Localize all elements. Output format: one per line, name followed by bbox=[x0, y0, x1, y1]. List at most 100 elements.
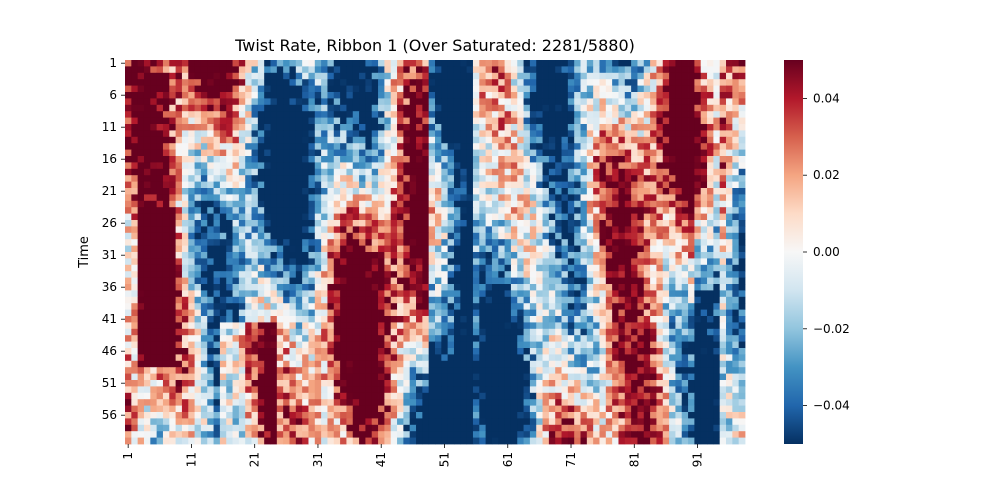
heatmap-cell bbox=[327, 79, 335, 86]
heatmap-cell bbox=[650, 60, 657, 67]
heatmap-cell bbox=[593, 360, 600, 368]
heatmap-cell bbox=[384, 232, 392, 240]
heatmap-cell bbox=[302, 277, 309, 285]
heatmap-cell bbox=[637, 92, 645, 99]
heatmap-cell bbox=[150, 168, 158, 176]
heatmap-cell bbox=[200, 380, 208, 387]
heatmap-cell bbox=[498, 316, 505, 323]
heatmap-cell bbox=[517, 252, 524, 259]
heatmap-cell bbox=[308, 162, 316, 170]
heatmap-cell bbox=[327, 258, 335, 266]
heatmap-cell bbox=[422, 220, 430, 227]
heatmap-cell bbox=[352, 360, 360, 368]
heatmap-cell bbox=[574, 130, 581, 138]
heatmap-cell bbox=[125, 130, 132, 138]
heatmap-cell bbox=[688, 149, 695, 157]
heatmap-cell bbox=[150, 380, 158, 387]
heatmap-cell bbox=[605, 348, 613, 355]
heatmap-cell bbox=[359, 149, 366, 157]
heatmap-cell bbox=[371, 380, 379, 387]
heatmap-cell bbox=[510, 316, 518, 323]
heatmap-cell bbox=[726, 181, 733, 189]
heatmap-cell bbox=[137, 213, 145, 221]
heatmap-cell bbox=[257, 232, 265, 240]
heatmap-cell bbox=[529, 296, 537, 304]
heatmap-cell bbox=[580, 284, 588, 291]
heatmap-cell bbox=[618, 335, 626, 342]
heatmap-cell bbox=[200, 162, 208, 170]
heatmap-cell bbox=[245, 188, 252, 195]
heatmap-cell bbox=[510, 168, 518, 176]
heatmap-cell bbox=[719, 226, 727, 234]
heatmap-cell bbox=[295, 264, 303, 272]
heatmap-cell bbox=[219, 258, 227, 266]
heatmap-cell bbox=[441, 290, 449, 298]
heatmap-cell bbox=[137, 162, 145, 170]
heatmap-cell bbox=[536, 271, 543, 278]
heatmap-cell bbox=[416, 271, 423, 278]
heatmap-cell bbox=[403, 316, 411, 323]
heatmap-cell bbox=[194, 328, 202, 336]
heatmap-cell bbox=[650, 156, 657, 163]
heatmap-cell bbox=[510, 104, 518, 112]
heatmap-cell bbox=[498, 213, 505, 221]
heatmap-cell bbox=[517, 296, 524, 304]
heatmap-cell bbox=[365, 124, 373, 131]
heatmap-cell bbox=[694, 316, 702, 323]
heatmap-cell bbox=[295, 341, 303, 349]
heatmap-cell bbox=[321, 335, 328, 342]
heatmap-cell bbox=[624, 380, 632, 387]
heatmap-cell bbox=[251, 380, 259, 387]
heatmap-cell bbox=[143, 277, 151, 285]
heatmap-cell bbox=[245, 220, 252, 227]
heatmap-cell bbox=[561, 322, 569, 330]
heatmap-cell bbox=[397, 252, 404, 259]
heatmap-cell bbox=[289, 168, 297, 176]
heatmap-cell bbox=[435, 284, 442, 291]
heatmap-cell bbox=[207, 252, 214, 259]
heatmap-cell bbox=[428, 111, 436, 118]
heatmap-cell bbox=[390, 117, 398, 125]
heatmap-cell bbox=[194, 156, 202, 163]
heatmap-cell bbox=[346, 258, 354, 266]
heatmap-cell bbox=[327, 72, 335, 80]
heatmap-cell bbox=[257, 309, 265, 317]
heatmap-cell bbox=[365, 149, 373, 157]
heatmap-cell bbox=[510, 188, 518, 195]
heatmap-cell bbox=[384, 92, 392, 99]
heatmap-cell bbox=[542, 66, 550, 74]
heatmap-cell bbox=[371, 341, 379, 349]
heatmap-cell bbox=[245, 130, 252, 138]
heatmap-cell bbox=[175, 271, 183, 278]
heatmap-cell bbox=[631, 162, 638, 170]
heatmap-cell bbox=[447, 149, 455, 157]
heatmap-cell bbox=[567, 85, 575, 93]
heatmap-cell bbox=[226, 373, 233, 381]
heatmap-cell bbox=[561, 92, 569, 99]
heatmap-cell bbox=[137, 79, 145, 86]
heatmap-cell bbox=[548, 98, 556, 106]
heatmap-cell bbox=[219, 252, 227, 259]
heatmap-cell bbox=[491, 335, 499, 342]
heatmap-cell bbox=[276, 98, 284, 106]
heatmap-cell bbox=[416, 380, 423, 387]
heatmap-cell bbox=[719, 111, 727, 118]
heatmap-cell bbox=[264, 60, 271, 67]
heatmap-cell bbox=[669, 252, 676, 259]
heatmap-cell bbox=[403, 104, 411, 112]
heatmap-cell bbox=[314, 373, 322, 381]
heatmap-cell bbox=[365, 220, 373, 227]
heatmap-cell bbox=[612, 316, 619, 323]
heatmap-cell bbox=[618, 136, 626, 144]
heatmap-cell bbox=[276, 239, 284, 246]
heatmap-cell bbox=[194, 200, 202, 208]
heatmap-cell bbox=[485, 207, 493, 214]
heatmap-cell bbox=[466, 124, 474, 131]
heatmap-cell bbox=[732, 341, 740, 349]
heatmap-cell bbox=[637, 66, 645, 74]
heatmap-cell bbox=[207, 316, 214, 323]
heatmap-cell bbox=[593, 136, 600, 144]
heatmap-cell bbox=[491, 194, 499, 202]
heatmap-cell bbox=[232, 354, 240, 362]
heatmap-cell bbox=[631, 149, 638, 157]
